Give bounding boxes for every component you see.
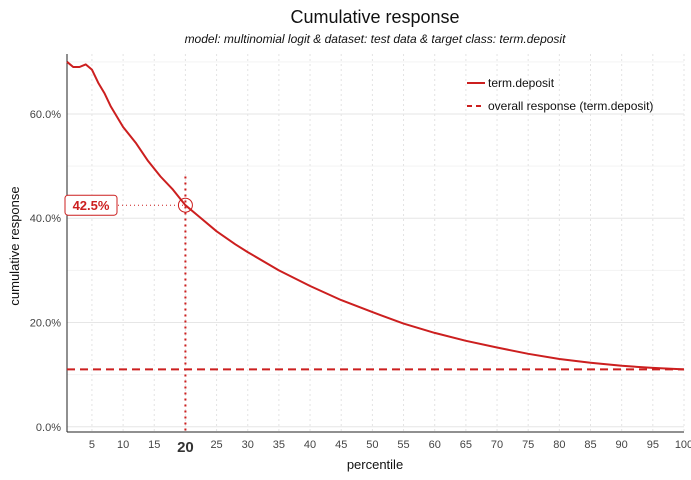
x-tick-label: 65 xyxy=(460,439,472,451)
y-axis-title: cumulative response xyxy=(7,186,22,305)
y-tick-label: 60.0% xyxy=(30,109,61,121)
x-tick-label: 30 xyxy=(242,439,254,451)
x-tick-label: 55 xyxy=(397,439,409,451)
x-tick-label: 100 xyxy=(675,439,691,451)
highlight-annotation: 42.5% xyxy=(64,176,193,432)
legend: term.deposit overall response (term.depos… xyxy=(467,76,653,113)
highlight-value-box xyxy=(64,194,118,216)
axes: 0.0% 20.0% 40.0% 60.0% 5 10 15 20 25 30 35 40 45 50 55… xyxy=(30,54,691,456)
legend-label: term.deposit xyxy=(488,76,555,90)
y-tick-label: 40.0% xyxy=(30,213,61,225)
y-tick-label: 20.0% xyxy=(30,318,61,330)
x-tick-label: 35 xyxy=(273,439,285,451)
y-tick-label: 0.0% xyxy=(36,422,61,434)
highlight-value-label: 42.5% xyxy=(73,198,110,213)
x-tick-label: 70 xyxy=(491,439,503,451)
highlight-point-marker xyxy=(177,197,193,213)
x-tick-label: 25 xyxy=(210,439,222,451)
x-tick-label: 5 xyxy=(89,439,95,451)
x-tick-label: 10 xyxy=(117,439,129,451)
chart-title: Cumulative response xyxy=(290,7,459,27)
x-tick-label-highlighted: 20 xyxy=(177,439,194,456)
x-tick-label: 85 xyxy=(584,439,596,451)
x-tick-label: 15 xyxy=(148,439,160,451)
x-tick-label: 50 xyxy=(366,439,378,451)
x-tick-label: 75 xyxy=(522,439,534,451)
x-tick-label: 90 xyxy=(616,439,628,451)
x-tick-label: 45 xyxy=(335,439,347,451)
x-axis-title: percentile xyxy=(347,457,403,472)
x-tick-label: 40 xyxy=(304,439,316,451)
plot-area xyxy=(66,61,685,371)
cumulative-response-line xyxy=(66,61,685,371)
legend-label: overall response (term.deposit) xyxy=(488,99,653,113)
x-tick-label: 95 xyxy=(647,439,659,451)
chart-subtitle: model: multinomial logit & dataset: test… xyxy=(185,32,567,46)
x-tick-label: 80 xyxy=(553,439,565,451)
x-tick-label: 60 xyxy=(429,439,441,451)
